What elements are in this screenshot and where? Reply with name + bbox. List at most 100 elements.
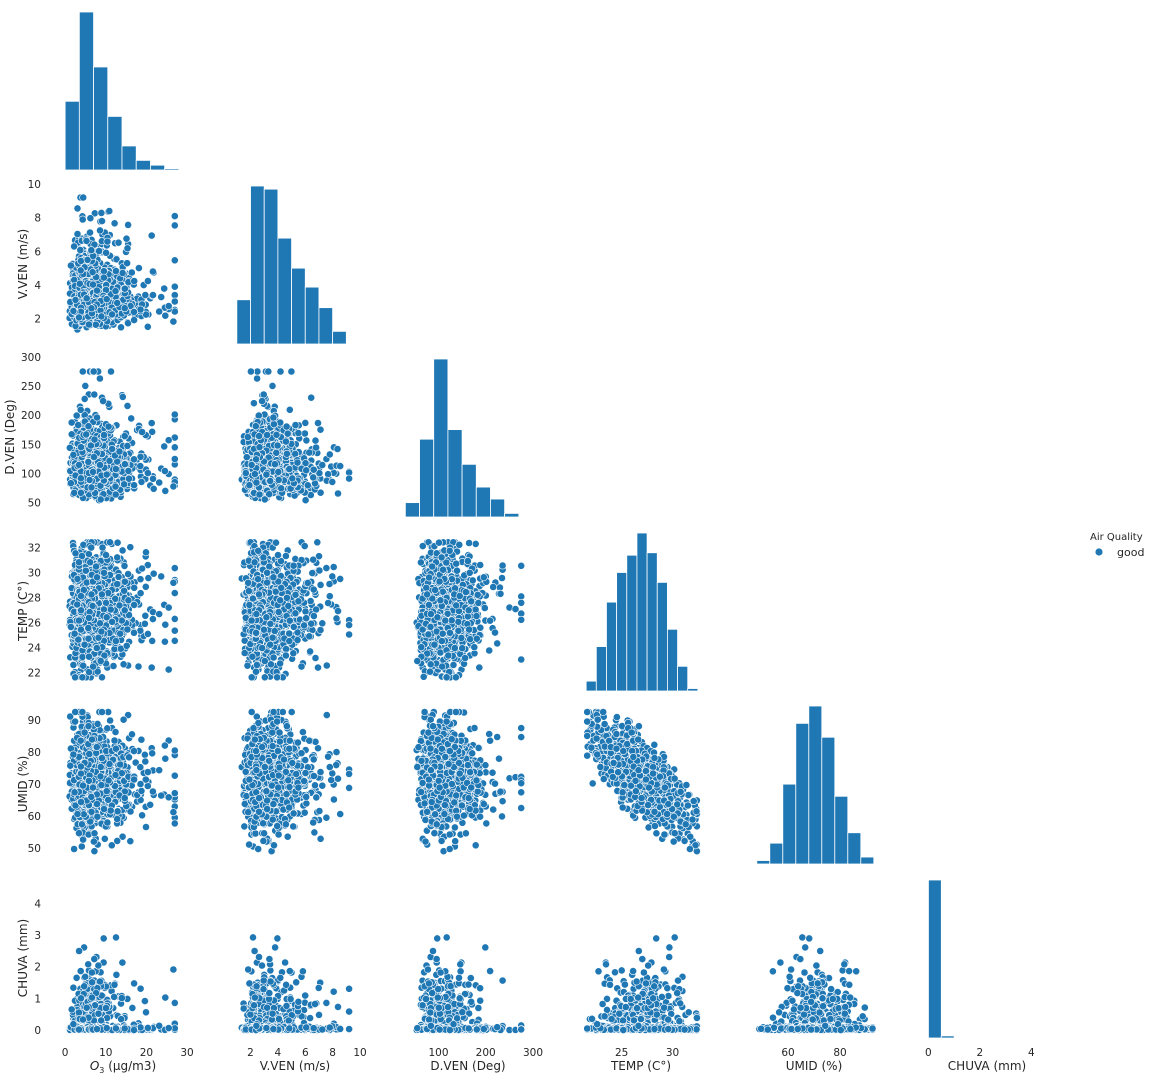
scatter-point (82, 430, 91, 439)
scatter-point (277, 484, 286, 493)
scatter-point (148, 427, 157, 436)
scatter-point (71, 295, 80, 304)
scatter-point (77, 474, 85, 483)
scatter-point (77, 443, 85, 452)
scatter-point (170, 564, 179, 572)
scatter-point (130, 307, 138, 316)
scatter-point (86, 214, 95, 223)
scatter-point (127, 268, 136, 277)
scatter-point (105, 456, 114, 465)
scatter-point (82, 294, 91, 303)
scatter-point (136, 452, 145, 461)
scatter-point (263, 431, 271, 439)
scatter-point (164, 436, 173, 445)
scatter-point (170, 256, 179, 265)
scatter-point (102, 248, 110, 257)
scatter-point (251, 422, 260, 431)
scatter-point (170, 221, 179, 230)
scatter-point (98, 217, 106, 225)
scatter-point (107, 367, 115, 376)
scatter-point (127, 414, 136, 423)
scatter-point (252, 455, 260, 464)
scatter-point (245, 481, 254, 490)
hist-bar-vven (263, 188, 279, 345)
scatter-point (122, 234, 131, 243)
scatter-point (254, 411, 263, 420)
hist-bar-o3 (135, 159, 151, 171)
hist-bar-o3 (107, 116, 123, 171)
scatter-point (243, 433, 252, 441)
scatter-point (93, 286, 101, 295)
scatter-point (134, 662, 143, 671)
scatter-point (78, 367, 87, 376)
scatter-point (170, 212, 179, 220)
scatter-point (79, 193, 88, 202)
scatter-point (312, 443, 320, 452)
panel-temp-vs-o3 (65, 538, 179, 682)
scatter-point (255, 432, 263, 440)
scatter-point (87, 483, 96, 492)
scatter-point (160, 442, 169, 451)
scatter-point (252, 478, 261, 487)
scatter-point (269, 420, 278, 429)
scatter-point (70, 488, 79, 497)
scatter-point (138, 428, 146, 436)
scatter-point (336, 462, 345, 470)
scatter-point (241, 469, 250, 477)
scatter-point (283, 429, 292, 438)
scatter-point (75, 313, 83, 322)
scatter-point (160, 284, 169, 293)
scatter-point (148, 637, 157, 645)
scatter-point (274, 467, 283, 476)
scatter-point (316, 425, 325, 434)
scatter-point (170, 297, 179, 306)
scatter-point (134, 264, 143, 272)
hist-bar-vven (304, 286, 320, 345)
scatter-point (67, 430, 76, 439)
scatter-point (87, 246, 96, 255)
scatter-point (121, 284, 129, 293)
scatter-point (69, 306, 78, 315)
panel-vven-vs-o3 (65, 193, 179, 334)
scatter-point (85, 320, 93, 329)
scatter-point (106, 538, 114, 547)
scatter-point (302, 436, 311, 445)
hist-bar-dven (490, 498, 506, 518)
scatter-point (164, 302, 173, 310)
scatter-point (270, 460, 279, 469)
scatter-point (309, 473, 318, 482)
scatter-point (136, 462, 145, 470)
scatter-point (161, 486, 170, 495)
scatter-point (85, 550, 93, 558)
scatter-point (67, 479, 75, 488)
scatter-point (155, 307, 164, 316)
scatter-point (121, 460, 129, 469)
scatter-point (334, 489, 342, 498)
scatter-point (272, 448, 281, 457)
scatter-point (274, 475, 283, 484)
hist-bar-vven (291, 267, 306, 345)
scatter-point (328, 477, 337, 486)
scatter-point (130, 455, 138, 464)
scatter-point (258, 397, 266, 405)
hist-bar-o3 (150, 164, 166, 171)
scatter-point (120, 304, 129, 313)
scatter-point (282, 422, 291, 431)
scatter-point (147, 419, 156, 427)
scatter-point (73, 204, 82, 213)
scatter-point (77, 488, 85, 497)
scatter-point (102, 470, 111, 479)
scatter-point (309, 465, 318, 474)
scatter-point (300, 429, 309, 438)
scatter-point (140, 619, 149, 628)
scatter-point (110, 219, 119, 228)
scatter-point (259, 390, 268, 399)
hist-bar-dven (404, 502, 420, 518)
hist-bar-dven (504, 513, 520, 518)
scatter-point (276, 367, 285, 376)
hist-bar-o3 (121, 145, 137, 171)
scatter-point (77, 256, 85, 265)
scatter-point (170, 443, 179, 452)
scatter-point (130, 277, 139, 285)
scatter-point (74, 421, 83, 429)
